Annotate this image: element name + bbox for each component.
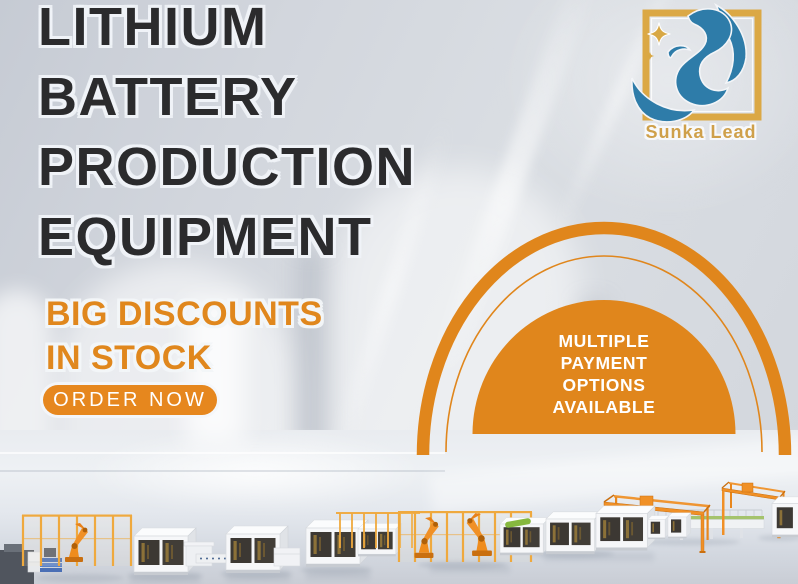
machine-unit bbox=[771, 496, 798, 538]
sunka-lead-logo-icon bbox=[631, 3, 762, 123]
badge-line: PAYMENT bbox=[560, 353, 648, 373]
headline-line: LITHIUM bbox=[38, 0, 268, 57]
crate bbox=[273, 547, 301, 567]
machine-unit-green bbox=[499, 517, 550, 556]
machine-unit bbox=[545, 511, 603, 555]
conveyor bbox=[195, 553, 229, 564]
brand-name: Sunka Lead bbox=[645, 122, 757, 142]
machine-unit bbox=[595, 505, 656, 552]
headline: LITHIUM BATTERY PRODUCTION EQUIPMENT bbox=[38, 0, 416, 272]
headline-line: BATTERY bbox=[38, 67, 298, 127]
badge-line: MULTIPLE bbox=[558, 331, 650, 351]
brand-logo: Sunka Lead bbox=[624, 0, 794, 150]
swan-mark bbox=[631, 3, 747, 123]
badge-line: OPTIONS bbox=[562, 375, 646, 395]
machine-unit bbox=[667, 512, 692, 539]
discount-line: IN STOCK bbox=[46, 339, 212, 377]
headline-line: PRODUCTION bbox=[38, 137, 416, 197]
discount-text: BIG DISCOUNTS IN STOCK bbox=[46, 292, 323, 380]
headline-line: EQUIPMENT bbox=[38, 207, 373, 267]
discount-line: BIG DISCOUNTS bbox=[46, 295, 323, 333]
production-line-illustration bbox=[0, 481, 798, 584]
sparkle-star-icon bbox=[645, 22, 671, 61]
badge-line: AVAILABLE bbox=[552, 397, 656, 417]
payment-badge: MULTIPLE PAYMENT OPTIONS AVAILABLE bbox=[484, 330, 724, 418]
machine-unit bbox=[647, 515, 670, 540]
order-now-button[interactable]: ORDER NOW bbox=[43, 385, 217, 415]
